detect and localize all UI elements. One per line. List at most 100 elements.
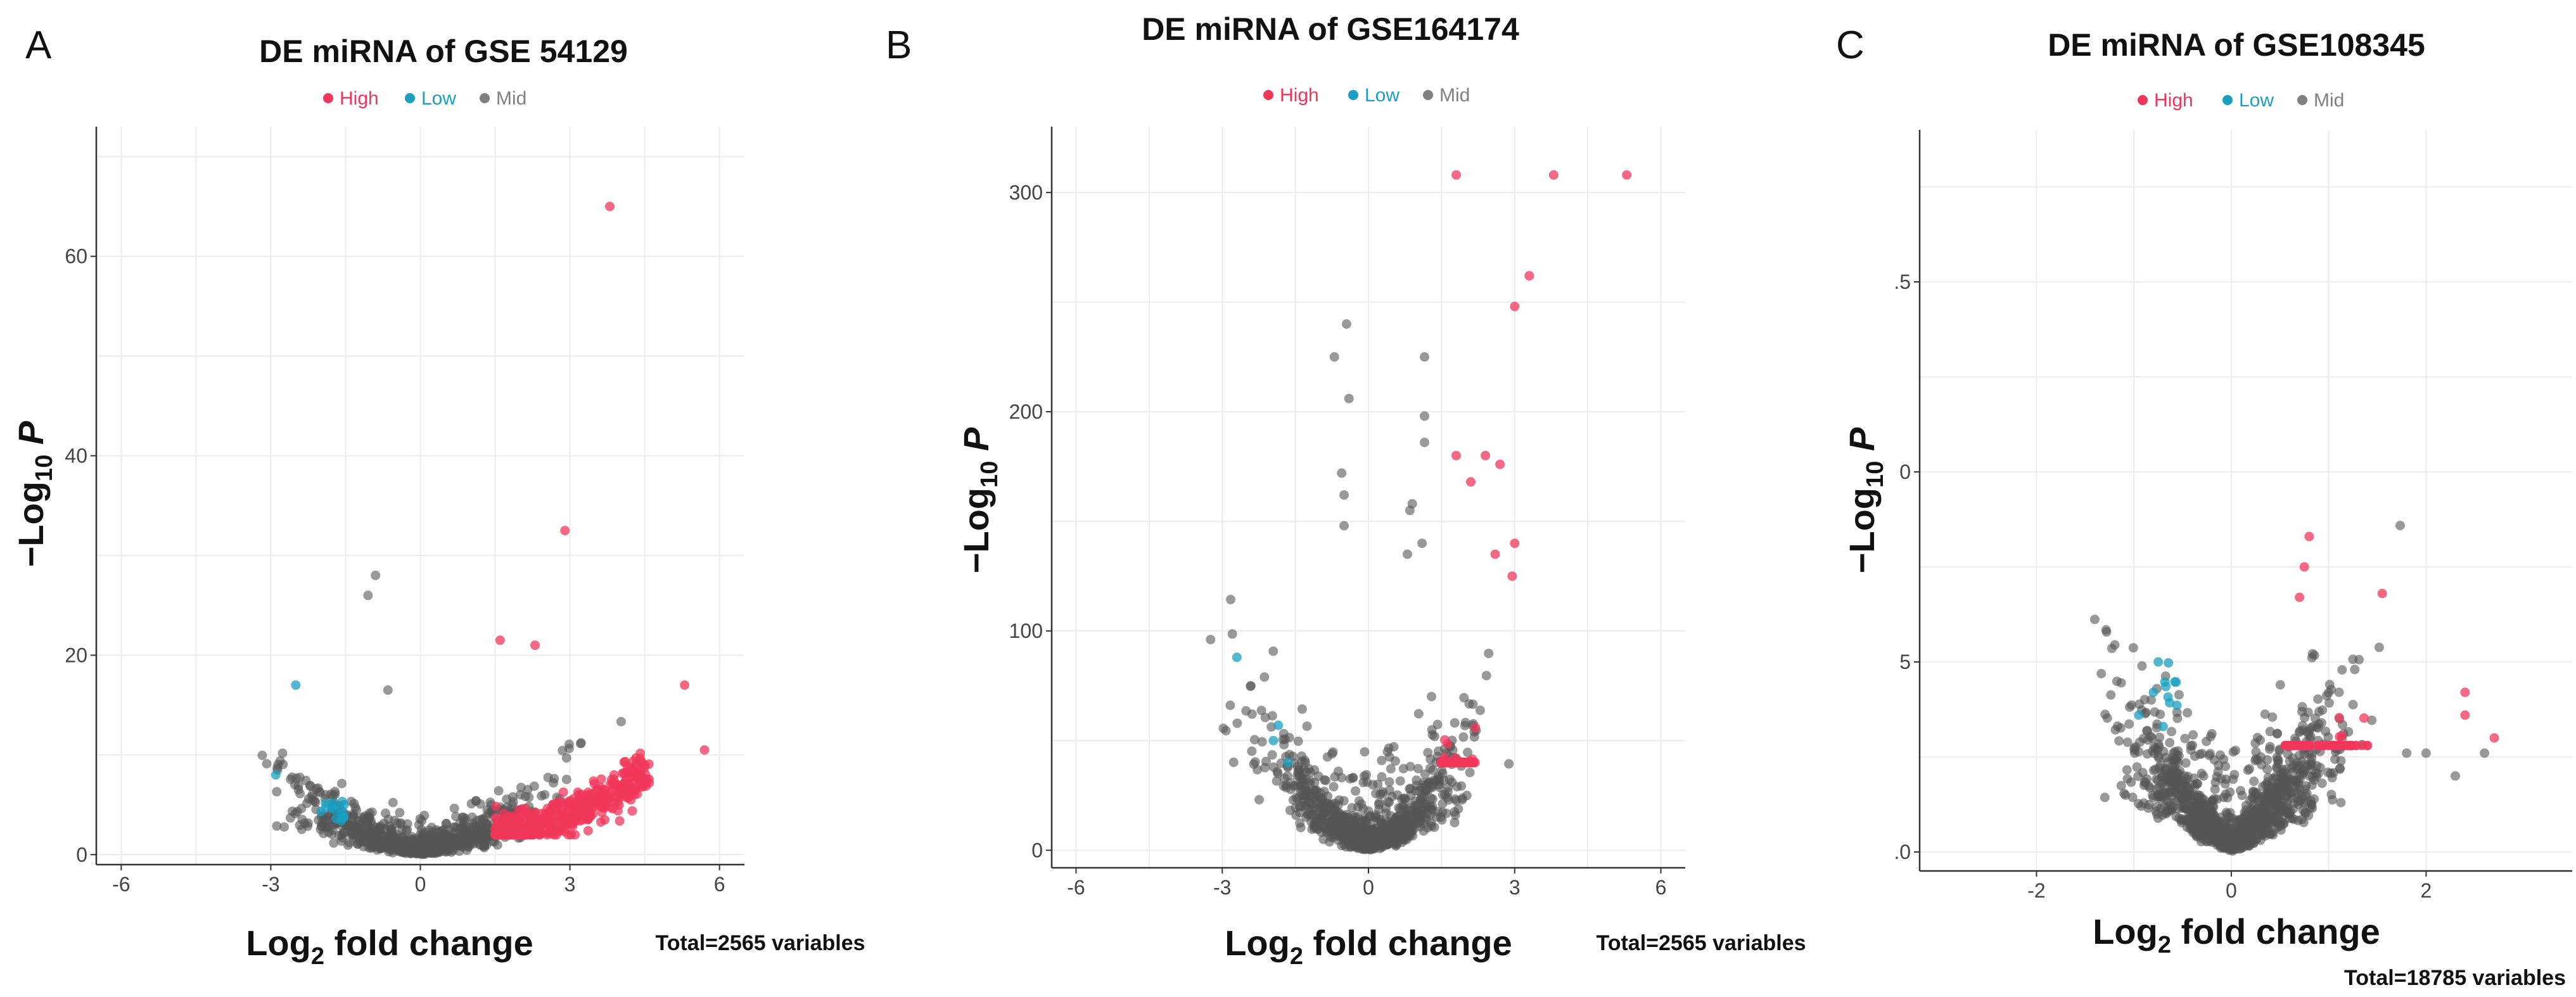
panel-b-legend: High Low Mid: [1263, 85, 1470, 106]
panel-b-total-label: Total=2565 variables: [1596, 931, 1806, 955]
panel-c-point-mid: [2302, 796, 2312, 806]
panel-b-point-mid: [1413, 709, 1424, 719]
panel-c-point-high: [2297, 740, 2307, 751]
panel-b-point-mid: [1504, 759, 1514, 769]
panel-c-point-mid: [2134, 747, 2144, 757]
panel-c-point-low: [2134, 710, 2144, 720]
panel-c-legend-low-marker: [2222, 95, 2233, 105]
panel-c-point-mid: [2116, 780, 2126, 791]
panel-c-point-mid: [2181, 791, 2191, 801]
panel-c-point-mid: [2132, 762, 2142, 772]
panel-b-legend-high-marker: [1263, 90, 1273, 100]
panel-b-ytick-label-3: 300: [1009, 181, 1043, 204]
panel-c-point-mid: [2309, 651, 2319, 660]
panel-b-point-mid: [1383, 839, 1393, 849]
panel-b-point-mid: [1267, 711, 1277, 721]
panel-c-point-mid: [2209, 755, 2219, 765]
panel-c-xlabel-rest: fold change: [2171, 911, 2380, 951]
panel-a-point-low: [291, 680, 301, 690]
panel-a-point-high: [699, 745, 710, 755]
panel-b-point-high: [1510, 538, 1520, 549]
panel-a-legend-low-marker: [405, 93, 415, 103]
panel-a-point-high: [609, 770, 619, 780]
panel-b-point-mid: [1227, 629, 1237, 639]
panel-c-point-mid: [2174, 751, 2184, 761]
panel-a-point-high: [570, 808, 580, 818]
panel-c-point-mid: [2201, 837, 2211, 846]
panel-c-point-mid: [2115, 723, 2126, 733]
panel-a-point-mid: [537, 791, 547, 801]
panel-a-point-mid: [275, 756, 285, 766]
panel-b-point-mid: [1432, 720, 1443, 730]
panel-a-point-mid: [561, 753, 571, 763]
panel-b-point-mid: [1406, 791, 1416, 801]
panel-b-point-mid: [1384, 777, 1394, 787]
panel-c-point-mid: [2267, 712, 2278, 722]
panel-a-point-high: [627, 779, 637, 789]
panel-c-point-mid: [2136, 801, 2146, 811]
panel-b-point-low: [1232, 652, 1242, 663]
panel-c-point-mid: [2155, 794, 2165, 804]
panel-c-point-low: [2165, 698, 2175, 708]
panel-c-point-mid: [2255, 735, 2265, 745]
panel-c-point-mid: [2304, 729, 2314, 739]
panel-b-point-mid: [1249, 735, 1259, 745]
panel-c-point-high: [2304, 531, 2314, 542]
panel-b-xtick-label-3: 3: [1509, 876, 1521, 899]
panel-c-point-mid: [2317, 718, 2326, 728]
panel-c-point-mid: [2190, 751, 2200, 761]
panel-b-point-mid: [1327, 749, 1337, 759]
panel-a-point-mid: [395, 808, 405, 818]
panel-c-point-mid: [2231, 746, 2241, 756]
panel-b-point-mid: [1301, 791, 1311, 801]
panel-c-point-mid: [2110, 640, 2120, 650]
panel-b-point-mid: [1427, 730, 1438, 740]
panel-b-point-mid: [1396, 818, 1406, 828]
panel-b-point-mid: [1353, 838, 1363, 848]
panel-b-point-high: [1495, 459, 1505, 469]
panel-b-point-mid: [1368, 842, 1378, 852]
panel-b-point-high: [1443, 758, 1453, 768]
panel-b-xtick-label-4: 6: [1655, 876, 1667, 899]
panel-c-point-mid: [2273, 755, 2283, 765]
panel-b-point-mid: [1412, 775, 1422, 785]
panel-c-point-mid: [2150, 765, 2160, 775]
panel-c-point-mid: [2216, 774, 2226, 784]
panel-b-point-mid: [1285, 784, 1296, 794]
panel-b-point-mid: [1363, 806, 1374, 816]
panel-c-point-mid: [2205, 732, 2216, 742]
panel-b-point-mid: [1221, 726, 1231, 736]
panel-a-point-mid: [561, 775, 571, 784]
panel-a-x-axis-label: Log2 fold change: [246, 923, 533, 970]
panel-a-point-high: [558, 787, 568, 797]
panel-c-point-mid: [2348, 699, 2358, 709]
panel-b-point-mid: [1318, 805, 1329, 815]
panel-a-point-high: [544, 813, 554, 823]
panel-b-point-mid: [1413, 764, 1423, 773]
panel-c-point-mid: [2183, 708, 2193, 718]
panel-b-point-mid: [1427, 794, 1438, 804]
panel-b-point-mid: [1295, 818, 1305, 829]
panel-b-point-mid: [1484, 649, 1494, 659]
panel-c-point-mid: [2297, 721, 2307, 731]
panel-c-point-mid: [2268, 773, 2278, 784]
panel-a-point-mid: [480, 841, 490, 851]
panel-c-point-mid: [2147, 733, 2157, 743]
panel-c-point-mid: [2206, 810, 2216, 819]
panel-b-point-mid: [1320, 823, 1330, 834]
panel-c-point-high: [2362, 740, 2373, 751]
panel-a-point-high: [556, 825, 566, 835]
panel-a-point-high: [564, 815, 574, 825]
panel-c-point-mid: [2279, 804, 2289, 814]
panel-a-points: [257, 201, 710, 860]
panel-a-point-mid: [279, 822, 290, 832]
panel-b-point-mid: [1206, 635, 1216, 645]
panel-c-point-low: [2160, 677, 2170, 687]
panel-a-point-mid: [327, 829, 337, 839]
panel-a-y-axis-label: −Log10 P: [11, 421, 58, 567]
panel-a-point-mid: [373, 835, 383, 845]
panel-c-point-high: [2295, 592, 2305, 602]
panel-a-point-high: [615, 816, 625, 826]
panel-b-point-mid: [1418, 805, 1428, 815]
